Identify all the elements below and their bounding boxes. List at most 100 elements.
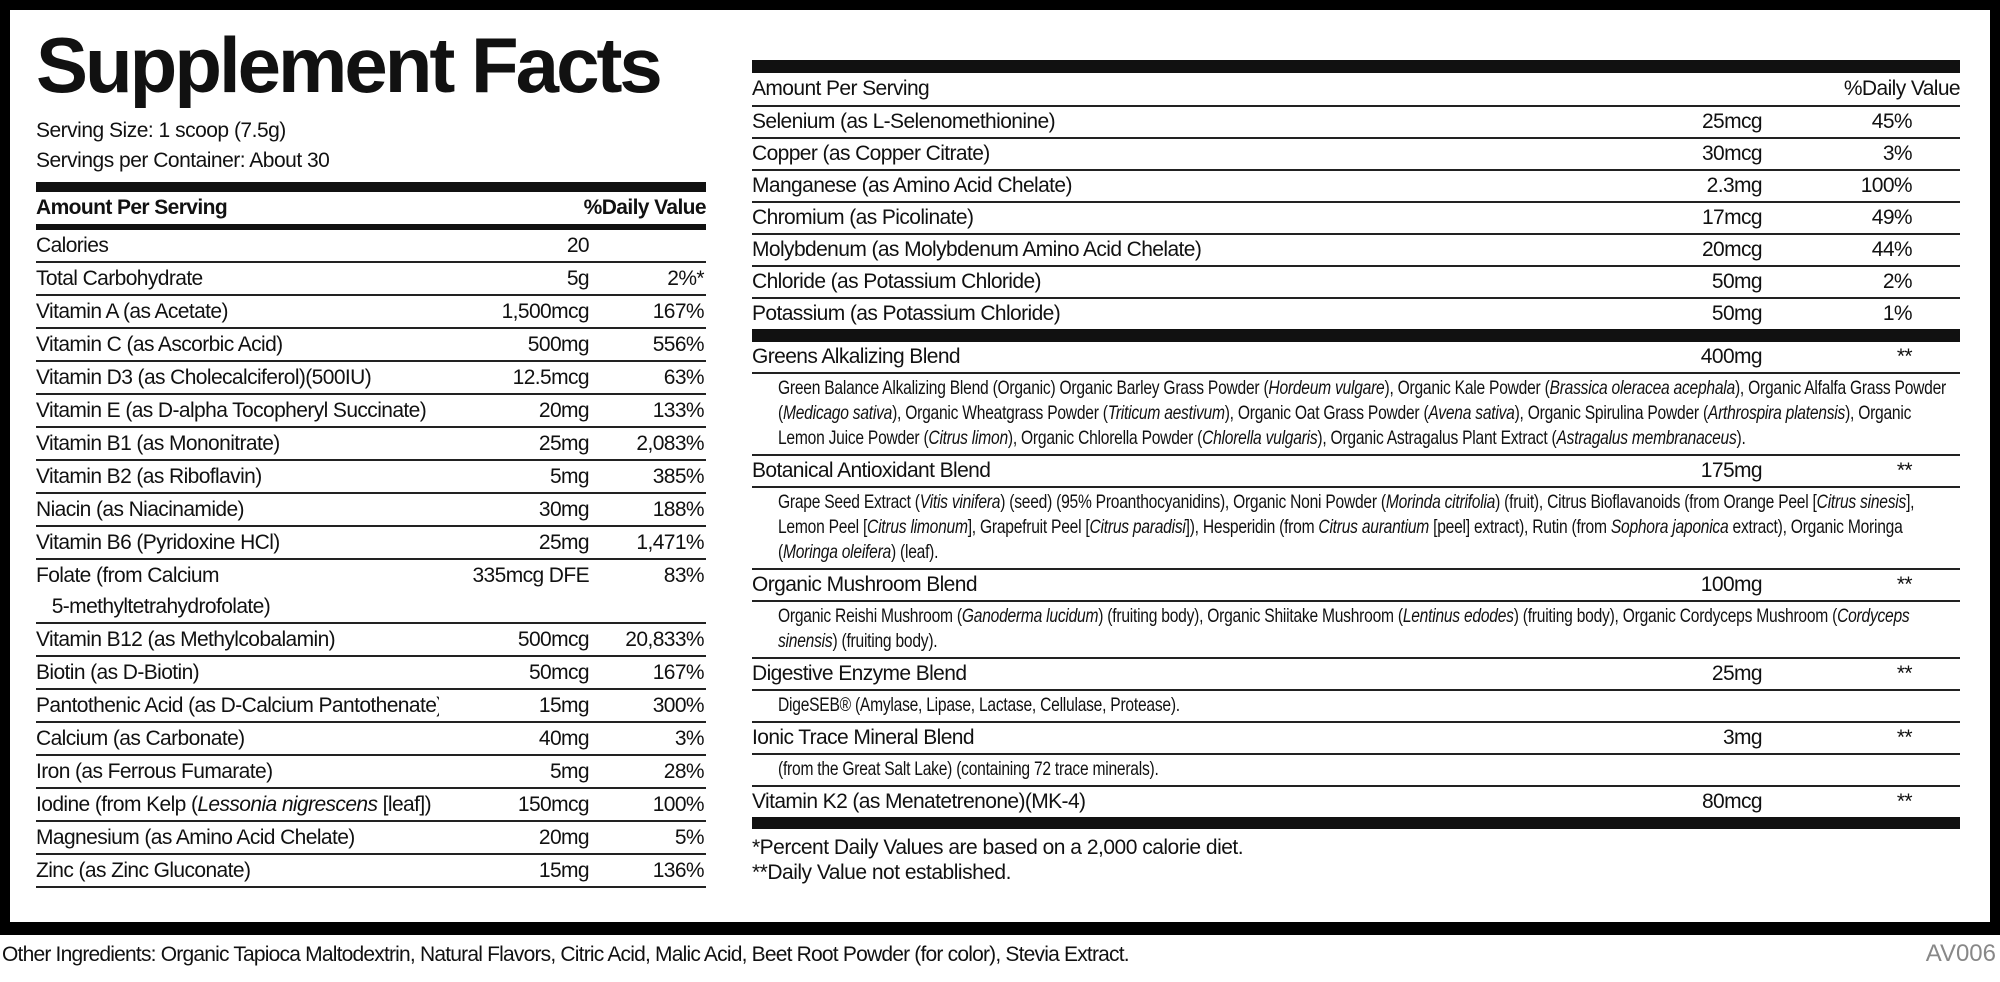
nutrient-name: Calories bbox=[36, 234, 109, 257]
table-header: Amount Per Serving %Daily Value bbox=[752, 73, 1961, 107]
nutrient-amount: 17mcg bbox=[1701, 206, 1763, 229]
nutrient-amount: 335mcg DFE bbox=[472, 564, 589, 587]
text-segment: ], Lemon Peel [ bbox=[778, 491, 1915, 538]
nutrient-amount: 80mcg bbox=[1701, 790, 1763, 813]
nutrient-name: Ionic Trace Mineral Blend bbox=[752, 726, 975, 749]
nutrient-name: Magnesium (as Amino Acid Chelate) bbox=[36, 826, 355, 849]
mineral-table: Selenium (as L-Selenomethionine) 25mcg 45%… bbox=[752, 107, 1960, 329]
nutrient-amount: 5g bbox=[566, 267, 590, 290]
table-row: Vitamin B12 (as Methylcobalamin) 500mcg 20… bbox=[36, 624, 706, 657]
divider-thick bbox=[752, 60, 1960, 73]
nutrient-amount: 400mg bbox=[1700, 345, 1763, 368]
nutrient-name: Vitamin E (as D-alpha Tocopheryl Succina… bbox=[36, 399, 427, 422]
text-segment: ) (leaf). bbox=[890, 541, 939, 563]
text-segment: ) (seed) (95% Proanthocyanidins), Organi… bbox=[1000, 491, 1386, 513]
nutrient-amount: 40mg bbox=[538, 727, 590, 750]
text-segment: ), Organic Lemon Juice Powder ( bbox=[778, 402, 1912, 449]
nutrient-daily-value: 63% bbox=[663, 366, 705, 389]
blend-row: Vitamin K2 (as Menatetrenone)(MK-4) 80mcg… bbox=[752, 787, 1960, 817]
nutrient-daily-value: 1,471% bbox=[636, 531, 704, 554]
nutrient-amount: 3mg bbox=[1722, 726, 1763, 749]
nutrient-table: Calories 20 Total Carbohydrate 5g 2%* Vitamin… bbox=[36, 230, 706, 888]
nutrient-name: Total Carbohydrate bbox=[36, 267, 203, 290]
nutrient-name: Vitamin B12 (as Methylcobalamin) bbox=[36, 628, 336, 651]
nutrient-amount: 50mg bbox=[1711, 270, 1763, 293]
nutrient-name: Iron (as Ferrous Fumarate) bbox=[36, 760, 273, 783]
nutrient-amount: 25mcg bbox=[1701, 110, 1763, 133]
nutrient-daily-value: 5% bbox=[674, 826, 705, 849]
nutrient-daily-value: 100% bbox=[1860, 174, 1913, 197]
text-segment: DigeSEB® (Amylase, Lipase, Lactase, Cell… bbox=[778, 694, 1180, 716]
nutrient-amount: 25mg bbox=[538, 531, 590, 554]
latin-name: Lentinus edodes bbox=[1402, 605, 1514, 627]
text-segment: [peel] extract), Rutin (from bbox=[1429, 516, 1611, 538]
nutrient-name: Biotin (as D-Biotin) bbox=[36, 661, 200, 684]
nutrient-daily-value: 556% bbox=[652, 333, 705, 356]
latin-name: Citrus aurantium bbox=[1318, 516, 1430, 538]
text-segment: ), Organic Alfalfa Grass Powder ( bbox=[778, 377, 1946, 424]
table-row: Iodine (from Kelp (Lessonia nigrescens [… bbox=[36, 789, 706, 822]
nutrient-name: Folate (from Calcium 5-methyltetrahydrof… bbox=[36, 564, 271, 618]
nutrient-name: Iodine (from Kelp (Lessonia nigrescens [… bbox=[36, 789, 439, 820]
latin-name: Citrus limon bbox=[928, 427, 1008, 449]
table-row: Pantothenic Acid (as D-Calcium Pantothen… bbox=[36, 690, 706, 723]
nutrient-name: Vitamin B1 (as Mononitrate) bbox=[36, 432, 280, 455]
nutrient-amount: 30mg bbox=[538, 498, 590, 521]
text-segment: ), Organic Spirulina Powder ( bbox=[1514, 402, 1709, 424]
text-segment: extract), Organic Moringa ( bbox=[778, 516, 1903, 563]
nutrient-name: Selenium (as L-Selenomethionine) bbox=[752, 110, 1056, 133]
table-row: Selenium (as L-Selenomethionine) 25mcg 45% bbox=[752, 107, 1960, 139]
latin-name: Arthrospira platensis bbox=[1707, 402, 1846, 424]
nutrient-name: Greens Alkalizing Blend bbox=[752, 345, 961, 368]
table-row: Chromium (as Picolinate) 17mcg 49% bbox=[752, 203, 1960, 235]
nutrient-daily-value: 83% bbox=[663, 564, 705, 587]
nutrient-daily-value: 136% bbox=[652, 859, 705, 882]
serving-size: Serving Size: 1 scoop (7.5g) bbox=[36, 119, 286, 142]
nutrient-name: Vitamin B6 (Pyridoxine HCl) bbox=[36, 531, 280, 554]
nutrient-daily-value: ** bbox=[1896, 459, 1913, 482]
nutrient-amount: 25mg bbox=[1711, 662, 1763, 685]
divider-thick bbox=[36, 224, 706, 230]
nutrient-daily-value: 20,833% bbox=[625, 628, 704, 651]
nutrient-name: Zinc (as Zinc Gluconate) bbox=[36, 859, 251, 882]
table-row: Calories 20 bbox=[36, 230, 706, 263]
servings-per-container: Servings per Container: About 30 bbox=[36, 149, 330, 172]
table-row: Molybdenum (as Molybdenum Amino Acid Che… bbox=[752, 235, 1960, 267]
blend-description-text: Green Balance Alkalizing Blend (Organic)… bbox=[778, 376, 1960, 451]
table-row: Zinc (as Zinc Gluconate) 15mg 136% bbox=[36, 855, 706, 888]
latin-name: Cordyceps sinensis bbox=[778, 605, 1910, 652]
latin-name: Medicago sativa bbox=[782, 402, 893, 424]
nutrient-daily-value: 2,083% bbox=[636, 432, 704, 455]
latin-name: Moringa oleifera bbox=[782, 541, 891, 563]
nutrient-daily-value: 300% bbox=[652, 694, 705, 717]
latin-name: Hordeum vulgare bbox=[1268, 377, 1385, 399]
latin-name: Astragalus membranaceus bbox=[1556, 427, 1737, 449]
nutrient-name: Chloride (as Potassium Chloride) bbox=[752, 270, 1042, 293]
latin-name: Citrus limonum bbox=[867, 516, 968, 538]
nutrient-daily-value: ** bbox=[1896, 790, 1913, 813]
footnote-daily-values: *Percent Daily Values are based on a 2,0… bbox=[752, 836, 1244, 859]
nutrient-amount: 150mcg bbox=[517, 793, 590, 816]
nutrient-daily-value: 2% bbox=[1882, 270, 1913, 293]
table-row: Vitamin C (as Ascorbic Acid) 500mg 556% bbox=[36, 329, 706, 362]
nutrient-name: Potassium (as Potassium Chloride) bbox=[752, 302, 1061, 325]
nutrient-amount: 20mcg bbox=[1701, 238, 1763, 261]
nutrient-daily-value: 2%* bbox=[667, 267, 704, 290]
table-row: Potassium (as Potassium Chloride) 50mg 1% bbox=[752, 299, 1960, 329]
nutrient-name: Manganese (as Amino Acid Chelate) bbox=[752, 174, 1073, 197]
nutrient-amount: 500mcg bbox=[517, 628, 590, 651]
nutrient-amount: 5mg bbox=[549, 465, 590, 488]
latin-name: Vitis vinifera bbox=[919, 491, 1001, 513]
nutrient-daily-value: ** bbox=[1896, 345, 1913, 368]
nutrient-name: Niacin (as Niacinamide) bbox=[36, 498, 245, 521]
nutrient-daily-value: 133% bbox=[652, 399, 705, 422]
text-segment: Organic Reishi Mushroom ( bbox=[778, 605, 962, 627]
blend-description-text: Organic Reishi Mushroom (Ganoderma lucid… bbox=[778, 604, 1960, 654]
blend-table: Greens Alkalizing Blend 400mg ** Green Bala… bbox=[752, 342, 1960, 817]
nutrient-name: Copper (as Copper Citrate) bbox=[752, 142, 990, 165]
blend-description: Green Balance Alkalizing Blend (Organic)… bbox=[752, 374, 1960, 456]
nutrient-daily-value: 167% bbox=[652, 661, 705, 684]
divider-thick bbox=[752, 329, 1960, 342]
latin-name: Morinda citrifolia bbox=[1385, 491, 1496, 513]
product-code: AV006 bbox=[1925, 940, 1996, 967]
